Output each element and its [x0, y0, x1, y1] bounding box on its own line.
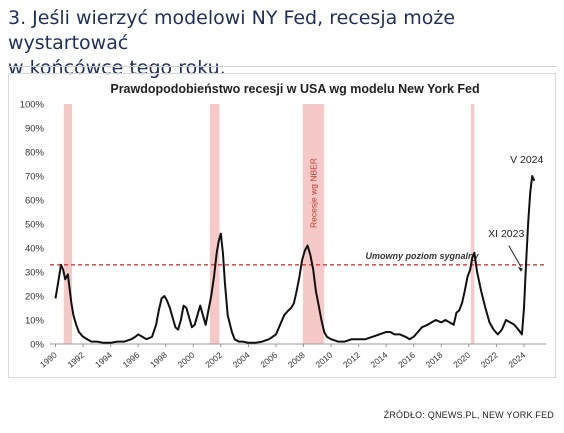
- threshold-label: Umowny poziom sygnalny: [365, 251, 479, 261]
- recession-band-1: [63, 104, 73, 344]
- x-tick-label: 2018: [424, 350, 445, 370]
- y-tick-label: 10%: [25, 316, 45, 327]
- axes: 0% 10% 20% 30% 40% 50% 60% 70% 80% 90% 100% 1990 199…: [20, 100, 546, 370]
- y-tick-label: 70%: [25, 172, 45, 183]
- annotations: XI 2023 V 2024: [488, 154, 544, 272]
- x-tick-label: 2020: [451, 350, 472, 370]
- x-tick-label: 2000: [176, 350, 197, 370]
- source-note: ŹRÓDŁO: QNEWS.PL, NEW YORK FED: [383, 410, 554, 420]
- series-line-1: [54, 175, 536, 344]
- annotation-xi-2023: XI 2023: [488, 228, 524, 240]
- x-tick-label: 2014: [369, 350, 390, 370]
- series-lines: [54, 175, 536, 344]
- y-tick-label: 40%: [25, 244, 45, 255]
- chart-frame: [8, 73, 556, 378]
- x-tick-label: 2016: [396, 350, 417, 370]
- recession-probability-chart: Recesje wg NBER Prawdopodobieństwo reces…: [20, 82, 546, 370]
- annotation-v-2024: V 2024: [510, 154, 543, 166]
- annotation-arrow: [508, 245, 522, 268]
- x-tick-label: 2022: [479, 350, 500, 370]
- y-tick-label: 0%: [30, 340, 44, 351]
- y-tick-label: 60%: [25, 196, 45, 207]
- threshold-line: Umowny poziom sygnalny: [50, 251, 546, 266]
- recession-band-4: [470, 104, 475, 344]
- recession-band-2: [209, 104, 220, 344]
- y-tick-label: 50%: [25, 220, 45, 231]
- recession-label: Recesje wg NBER: [309, 158, 319, 228]
- headline: 3. Jeśli wierzyć modelowi NY Fed, recesj…: [8, 6, 556, 81]
- x-tick-label: 2002: [203, 350, 224, 370]
- annotation-arrow-head: [517, 266, 523, 272]
- x-tick-label: 1998: [148, 350, 169, 370]
- x-tick-label: 1990: [38, 350, 59, 370]
- x-tick-label: 1994: [93, 350, 114, 370]
- recession-band-3: [302, 104, 325, 344]
- x-tick-label: 2024: [506, 350, 527, 370]
- x-tick-label: 1992: [65, 350, 86, 370]
- y-tick-label: 90%: [25, 124, 45, 135]
- recession-bands: Recesje wg NBER: [63, 104, 475, 344]
- headline-line-1: 3. Jeśli wierzyć modelowi NY Fed, recesj…: [8, 7, 456, 54]
- x-tick-label: 2012: [341, 350, 362, 370]
- y-tick-label: 20%: [25, 292, 45, 303]
- y-tick-label: 30%: [25, 268, 45, 279]
- x-tick-label: 2006: [258, 350, 279, 370]
- x-tick-label: 1996: [121, 350, 142, 370]
- x-tick-label: 2004: [231, 350, 252, 370]
- y-tick-label: 80%: [25, 148, 45, 159]
- x-tick-label: 2010: [313, 350, 334, 370]
- x-tick-label: 2008: [286, 350, 307, 370]
- chart-title: Prawdopodobieństwo recesji w USA wg mode…: [110, 82, 479, 96]
- divider: [8, 66, 556, 67]
- y-tick-label: 100%: [20, 100, 45, 111]
